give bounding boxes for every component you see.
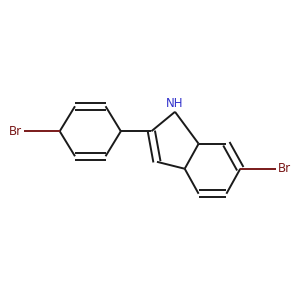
Text: Br: Br — [9, 125, 22, 138]
Text: NH: NH — [166, 97, 184, 110]
Text: Br: Br — [278, 162, 291, 175]
